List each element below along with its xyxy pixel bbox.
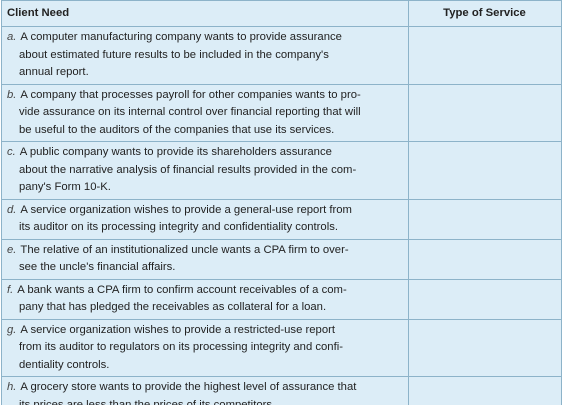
table-body: a. A computer manufacturing company wants… [1, 26, 562, 405]
need-line: d. A service organization wishes to provi… [7, 202, 402, 220]
client-need-cell: e. The relative of an institutionalized u… [1, 238, 409, 280]
need-line: from its auditor to regulators on its pr… [7, 339, 402, 357]
need-text: its prices are less than the prices of i… [19, 398, 276, 405]
table-row: c. A public company wants to provide its … [1, 141, 562, 200]
need-text: A service organization wishes to provide… [20, 323, 336, 336]
need-line: annual report. [7, 64, 402, 82]
header-cell: Type of Service [408, 0, 562, 27]
need-line: pany's Form 10-K. [7, 179, 402, 197]
need-text: pany that has pledged the receivables as… [19, 301, 327, 313]
service-cell [408, 238, 562, 280]
item-letter: e. [7, 243, 17, 256]
item-letter: h. [7, 381, 17, 393]
need-text: A company that processes payroll for oth… [20, 88, 361, 101]
need-text: dentiality controls. [19, 358, 110, 371]
need-line: about the narrative analysis of financia… [7, 162, 402, 180]
need-line: dentiality controls. [7, 357, 402, 375]
item-letter: f. [7, 283, 14, 296]
item-letter: c. [7, 146, 16, 158]
client-need-cell: b. A company that processes payroll for o… [1, 83, 409, 142]
item-letter: g. [7, 323, 17, 336]
need-line: f. A bank wants a CPA firm to confirm acc… [7, 282, 402, 300]
need-line: g. A service organization wishes to provi… [7, 322, 402, 340]
item-letter: b. [7, 88, 17, 101]
item-letter: d. [7, 203, 17, 216]
need-line: b. A company that processes payroll for o… [7, 87, 402, 105]
need-line: h. A grocery store wants to provide the h… [7, 379, 402, 397]
need-text: pany's Form 10-K. [19, 181, 111, 193]
table-row: f. A bank wants a CPA firm to confirm acc… [1, 278, 562, 320]
need-text: annual report. [19, 66, 89, 78]
service-cell [408, 26, 562, 85]
need-line: pany that has pledged the receivables as… [7, 299, 402, 317]
need-text: A grocery store wants to provide the hig… [20, 381, 357, 393]
table-row: b. A company that processes payroll for o… [1, 83, 562, 142]
table-row: a. A computer manufacturing company wants… [1, 26, 562, 85]
need-line: about estimated future results to be inc… [7, 47, 402, 65]
need-text: see the uncle's financial affairs. [19, 261, 176, 273]
need-text: its auditor on its processing integrity … [19, 221, 338, 233]
need-text: A service organization wishes to provide… [20, 203, 352, 216]
client-need-cell: a. A computer manufacturing company wants… [1, 26, 409, 85]
need-text: from its auditor to regulators on its pr… [19, 341, 343, 353]
service-cell [408, 198, 562, 240]
need-line: e. The relative of an institutionalized u… [7, 242, 402, 260]
need-text: The relative of an institutionalized unc… [20, 243, 349, 256]
need-line: c. A public company wants to provide its … [7, 144, 402, 162]
need-text: vide assurance on its internal control o… [19, 106, 361, 118]
table-row: g. A service organization wishes to provi… [1, 318, 562, 377]
header-cell: Client Need [1, 0, 409, 27]
table-row: h. A grocery store wants to provide the h… [1, 376, 562, 405]
table-row: e. The relative of an institutionalized u… [1, 238, 562, 280]
service-cell [408, 376, 562, 405]
need-text: A public company wants to provide its sh… [19, 146, 332, 158]
need-line: be useful to the auditors of the compani… [7, 122, 402, 140]
client-need-cell: g. A service organization wishes to provi… [1, 318, 409, 377]
need-line: its prices are less than the prices of i… [7, 397, 402, 405]
table-row: d. A service organization wishes to provi… [1, 198, 562, 240]
need-text: A computer manufacturing company wants t… [20, 31, 342, 43]
service-cell [408, 83, 562, 142]
need-line: a. A computer manufacturing company wants… [7, 29, 402, 47]
need-line: see the uncle's financial affairs. [7, 259, 402, 277]
service-cell [408, 318, 562, 377]
need-line: vide assurance on its internal control o… [7, 104, 402, 122]
service-cell [408, 141, 562, 200]
need-line: its auditor on its processing integrity … [7, 219, 402, 237]
client-need-cell: f. A bank wants a CPA firm to confirm acc… [1, 278, 409, 320]
client-need-cell: d. A service organization wishes to provi… [1, 198, 409, 240]
need-text: A bank wants a CPA firm to confirm accou… [17, 283, 347, 296]
header-row: Client Need Type of Service [1, 0, 562, 27]
item-letter: a. [7, 31, 17, 43]
need-text: about estimated future results to be inc… [19, 48, 329, 61]
need-text: about the narrative analysis of financia… [19, 163, 357, 176]
client-need-cell: h. A grocery store wants to provide the h… [1, 376, 409, 405]
service-cell [408, 278, 562, 320]
client-need-cell: c. A public company wants to provide its … [1, 141, 409, 200]
need-text: be useful to the auditors of the compani… [19, 123, 335, 136]
